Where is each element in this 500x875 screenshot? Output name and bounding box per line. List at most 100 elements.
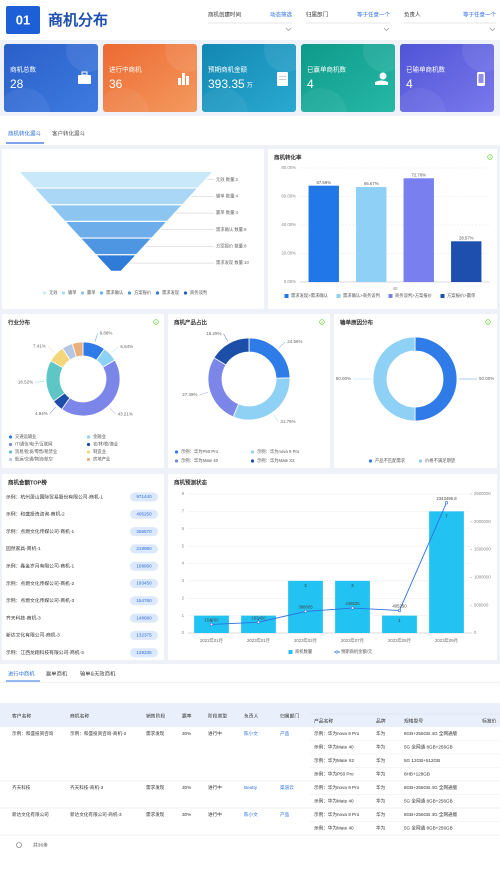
legend-marker xyxy=(174,459,179,463)
value-label: 448525 xyxy=(345,601,360,606)
filter-value[interactable]: 动态筛选 xyxy=(270,10,293,18)
value-label: 4.94% xyxy=(35,411,48,416)
y-tick-label: 6 xyxy=(182,526,185,531)
legend-label: 需求确认 xyxy=(106,289,124,296)
value-label: 1 xyxy=(398,618,401,623)
column-header: 标准价 xyxy=(482,717,497,724)
legend-label: 商机数量 xyxy=(295,648,313,655)
legend-marker xyxy=(127,291,132,295)
value-label: 9.88% xyxy=(100,330,113,335)
leader-line xyxy=(273,414,279,423)
donut-slice xyxy=(372,336,416,422)
legend-marker xyxy=(42,291,47,295)
cell: 8GB+256GB 4G 全网通版 xyxy=(404,730,458,737)
value-label: 43.21% xyxy=(118,411,133,416)
column-header: 商机名称 xyxy=(70,712,89,719)
filter-value[interactable]: 等于任意一个 xyxy=(357,10,391,18)
funnel-label: 输单 数量:4 xyxy=(216,193,239,200)
value-label: 193450 xyxy=(251,615,266,620)
cell: 需求发现 xyxy=(146,784,165,791)
cell: 华为 xyxy=(376,825,386,832)
cell: 5G 全网通 8GB+256GB xyxy=(404,825,453,832)
list-value: 405250 xyxy=(136,512,152,517)
cell: 示例：华为nova 9 Pro xyxy=(314,811,360,818)
legend-marker xyxy=(86,450,91,454)
leader-line xyxy=(278,341,286,349)
cell: 示例：华为Mate 40 xyxy=(314,798,354,805)
chart-title: 商机预测状态 xyxy=(174,478,208,486)
legend-label: 需求确认>商务谈判 xyxy=(343,292,380,299)
leader-line xyxy=(94,333,98,342)
column-header: 产品名称 xyxy=(314,717,333,724)
value-label: 72.78% xyxy=(411,172,426,177)
list-name: 示例：点燃文化传媒公司-商机-2 xyxy=(6,580,75,587)
kpi-label: 已输单商机数 xyxy=(406,65,446,74)
cell: 8GB+256GB 4G 全网通版 xyxy=(404,811,458,818)
tab[interactable]: 输单&无效商机 xyxy=(80,669,116,677)
line-marker xyxy=(209,622,214,626)
cell: 需求发现 xyxy=(146,811,165,818)
icon xyxy=(375,80,388,85)
legend-label: 赢单 xyxy=(87,289,96,296)
legend-label: 价格不满足期望 xyxy=(425,457,456,464)
legend-marker xyxy=(368,459,373,463)
cell: 8HB+128GB xyxy=(404,772,430,777)
cell: 示例：和盛投资咨询 xyxy=(12,730,54,737)
cell: 示例：华为P50 Pro xyxy=(314,771,354,778)
cell: 产品 xyxy=(280,811,290,818)
kpi-card xyxy=(103,44,197,112)
filter-value[interactable]: 等于任意一个 xyxy=(463,10,497,18)
legend-marker xyxy=(440,294,445,298)
legend-marker xyxy=(8,457,13,462)
legend-marker xyxy=(288,650,293,654)
info-icon xyxy=(487,154,493,160)
list-value: 256570 xyxy=(136,529,152,534)
legend-label: 方案报价>赢单 xyxy=(447,292,476,299)
bar xyxy=(356,186,387,282)
list-name: 固然家具-商机-1 xyxy=(6,545,41,552)
funnel-label: 需求确认 数量:8 xyxy=(216,226,247,233)
value-pill xyxy=(130,509,158,519)
leader-line xyxy=(49,406,57,414)
kpi-label: 已赢单商机数 xyxy=(307,65,347,74)
badge-text: 01 xyxy=(16,12,30,27)
kpi-decoration xyxy=(462,28,500,72)
panel xyxy=(0,664,500,875)
legend-marker xyxy=(284,294,289,298)
legend-label: IT/通信/电子/互联网 xyxy=(15,441,52,448)
column-header: 归属部门 xyxy=(280,712,299,719)
value-pill xyxy=(130,527,158,537)
y-tick-label: 60.00% xyxy=(281,194,296,199)
value-label: 66.67% xyxy=(364,181,379,186)
panel xyxy=(168,314,330,468)
bar xyxy=(403,178,434,282)
kpi-card xyxy=(4,44,98,112)
value-pill xyxy=(130,492,158,502)
leader-line xyxy=(47,346,55,353)
kpi-number: 393.35 xyxy=(208,77,245,91)
x-tick-label: 2023年01月 xyxy=(247,637,270,644)
legend-label: 贸易/批发/零售/租赁业 xyxy=(15,448,58,455)
value-label: 3 xyxy=(351,583,354,588)
y2-tick-label: 2500000 xyxy=(474,491,491,496)
tab[interactable]: 客户转化漏斗 xyxy=(52,129,86,137)
legend-marker xyxy=(174,450,179,454)
tab[interactable]: 进行中商机 xyxy=(8,669,35,677)
tab[interactable]: 赢单商机 xyxy=(46,669,68,677)
kpi-value: 28 xyxy=(10,77,24,91)
kpi-card xyxy=(400,44,494,112)
cell: 示例：华为Mate X2 xyxy=(314,757,355,764)
value-label: 50.00% xyxy=(336,376,351,381)
kpi-value: 393.35 万 xyxy=(208,77,253,91)
kpi-number: 36 xyxy=(109,77,123,91)
cell: 示例：华为nova 9 Pro xyxy=(314,784,360,791)
bar xyxy=(382,615,417,633)
tab[interactable]: 商机转化漏斗 xyxy=(8,129,42,137)
value-label: 16.29% xyxy=(206,331,221,336)
legend-label: 产品不匹配需求 xyxy=(375,457,406,464)
leader-line xyxy=(111,346,119,353)
legend-label: 示例：华为P50 Pro xyxy=(181,448,219,455)
column-header: 负责人 xyxy=(244,712,259,719)
cell: 产品 xyxy=(280,730,290,737)
kpi-value: 4 xyxy=(406,77,413,91)
